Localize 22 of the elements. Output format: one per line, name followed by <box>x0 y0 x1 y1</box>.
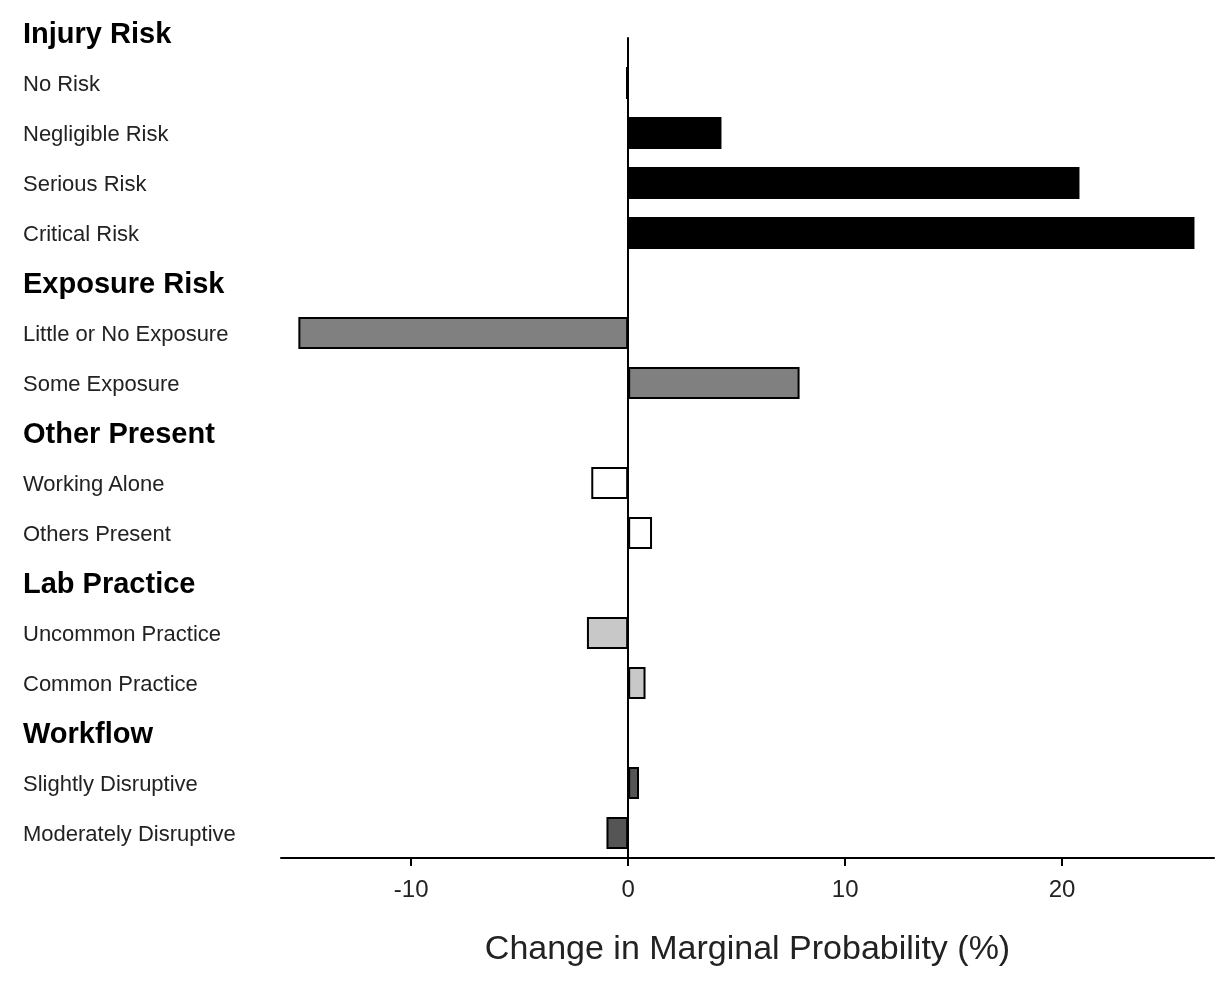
y-tick-label: Negligible Risk <box>23 120 170 146</box>
x-axis-title: Change in Marginal Probability (%) <box>484 928 1011 966</box>
y-tick-label: Common Practice <box>23 670 198 696</box>
y-tick-label: Workflow <box>23 717 154 749</box>
y-tick-label: Some Exposure <box>23 370 180 396</box>
x-tick-label: -10 <box>393 874 429 902</box>
y-tick-label: Injury Risk <box>23 17 173 49</box>
y-tick-label: Exposure Risk <box>23 267 226 299</box>
y-tick-label: Moderately Disruptive <box>23 820 236 846</box>
y-tick-label: Slightly Disruptive <box>23 770 198 796</box>
x-tick-label: 0 <box>621 874 635 902</box>
y-tick-label: Working Alone <box>23 470 165 496</box>
y-tick-label: Other Present <box>23 417 216 449</box>
y-tick-label: No Risk <box>23 70 102 96</box>
y-tick-label: Serious Risk <box>23 170 148 196</box>
y-tick-label: Little or No Exposure <box>23 320 229 346</box>
y-tick-label: Lab Practice <box>23 567 196 599</box>
y-tick-label: Uncommon Practice <box>23 620 222 646</box>
x-tick-label: 20 <box>1048 874 1076 902</box>
y-tick-label: Critical Risk <box>23 220 141 246</box>
y-tick-label: Others Present <box>23 520 171 546</box>
x-tick-label: 10 <box>831 874 859 902</box>
